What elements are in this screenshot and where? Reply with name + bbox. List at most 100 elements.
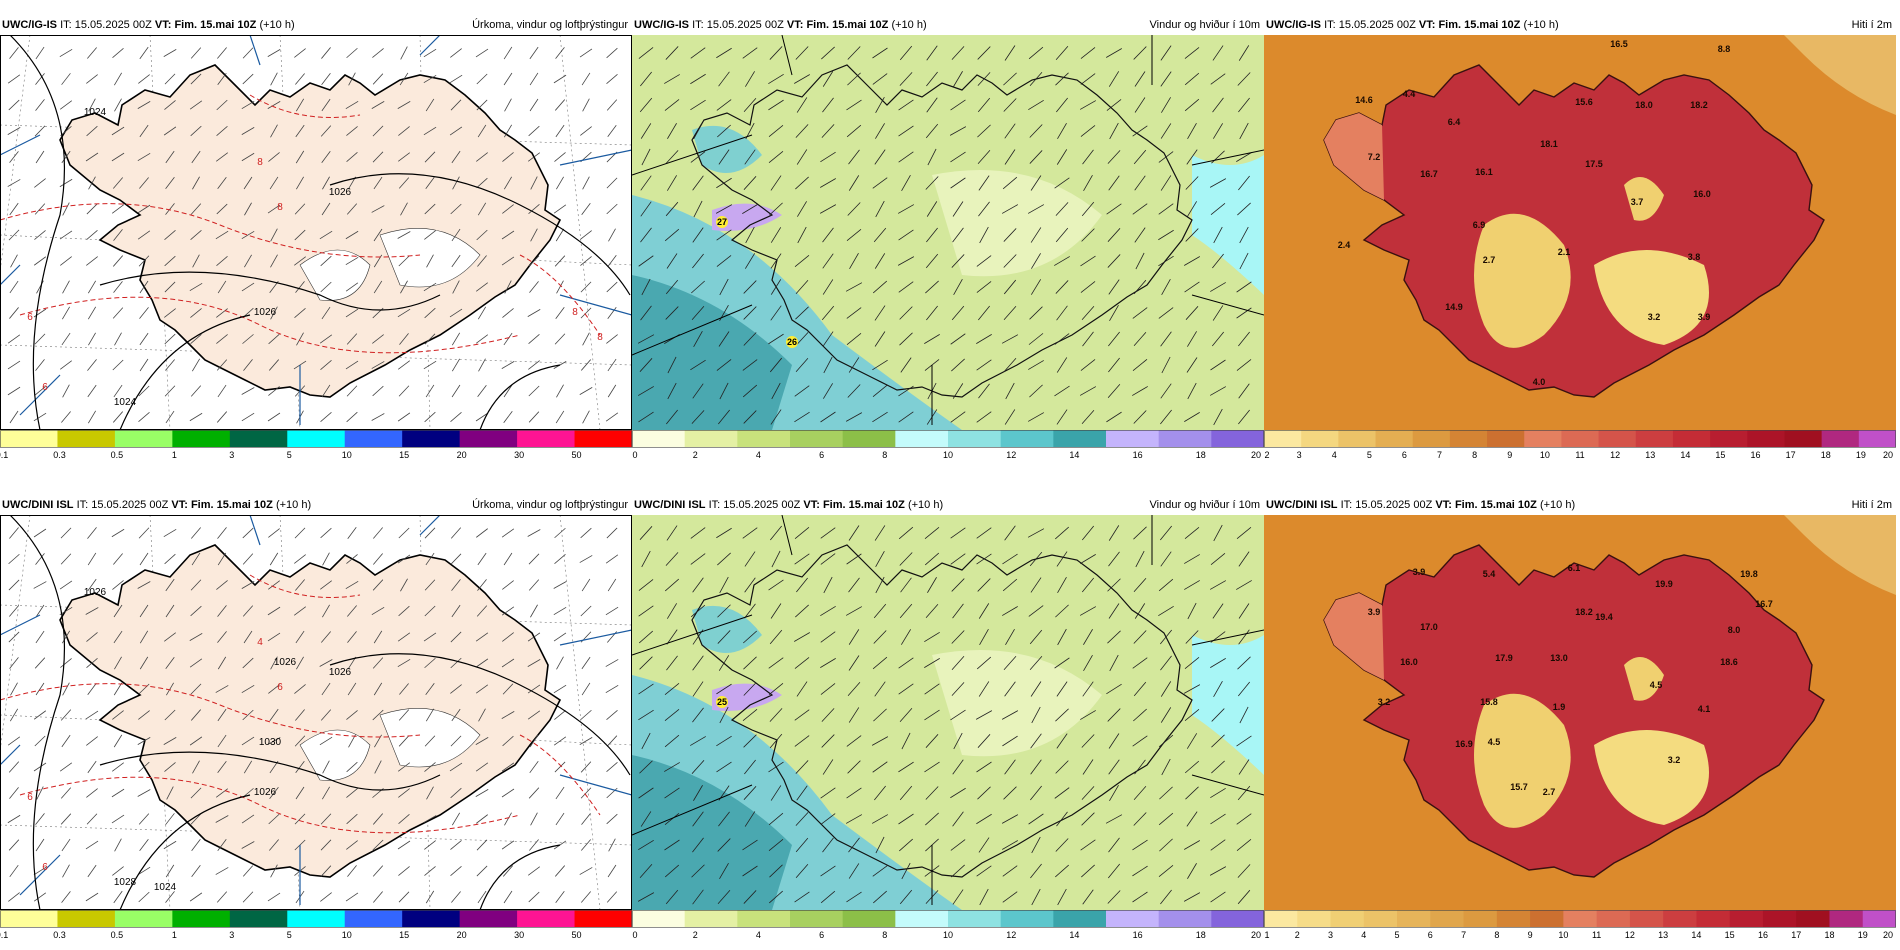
legend-tick: 16	[1751, 450, 1761, 460]
legend-tick: 6	[1402, 450, 1407, 460]
legend-tick: 0.1	[0, 930, 8, 940]
temperature-value: 16.7	[1755, 599, 1773, 609]
legend-tick: 20	[457, 450, 467, 460]
legend-tick: 15	[399, 450, 409, 460]
temperature-value: 18.6	[1720, 657, 1738, 667]
wind-arrows	[7, 46, 619, 424]
color-legend: 0.1 0.3 0.5 1 3 5 10 15 20 30 50	[0, 430, 632, 460]
legend-tick: 2	[693, 930, 698, 940]
temperature-value: 18.2	[1690, 100, 1708, 110]
legend-tick: 15	[1725, 930, 1735, 940]
it-label: IT:	[60, 19, 72, 31]
isobars	[9, 35, 631, 430]
panel-header: UWC/IG-IS IT: 15.05.2025 00Z VT: Fim. 15…	[632, 15, 1264, 35]
precip-contours	[0, 574, 601, 834]
legend-swatch	[684, 910, 738, 927]
wind-arrows	[7, 526, 619, 904]
temperature-value: 15.7	[1510, 782, 1528, 792]
panel-title: Hiti í 2m	[1851, 19, 1892, 31]
precip-contours	[0, 94, 601, 354]
legend-tick: 10	[1540, 450, 1550, 460]
model-name: UWC/IG-IS	[1266, 19, 1321, 31]
legend-frame	[1264, 910, 1896, 928]
color-legend: 2 3 4 5 6 7 8 9 10 11 12 13 14 15 16 17 18 19 20	[1264, 430, 1896, 460]
legend-frame	[0, 430, 632, 448]
legend-swatch	[1430, 910, 1465, 927]
legend-tick: 12	[1006, 450, 1016, 460]
legend-swatch	[459, 430, 518, 447]
legend-swatch	[790, 430, 844, 447]
temperature-value: 15.8	[1480, 697, 1498, 707]
legend-tick: 8	[1472, 450, 1477, 460]
panel-meta: UWC/DINI ISL IT: 15.05.2025 00Z VT: Fim.…	[634, 499, 943, 511]
legend-swatch	[632, 430, 686, 447]
legend-swatch	[1000, 910, 1054, 927]
temperature-value: 16.5	[1610, 39, 1628, 49]
temperature-value: 6.9	[1473, 220, 1486, 230]
panel-title: Vindur og hviður í 10m	[1149, 499, 1260, 511]
legend-swatch	[1821, 430, 1860, 447]
contour-label: 8	[572, 307, 578, 318]
legend-swatch	[842, 910, 896, 927]
legend-swatch	[790, 910, 844, 927]
legend-swatch	[1363, 910, 1398, 927]
legend-swatch	[1710, 430, 1748, 447]
lead-time: (+10 h)	[1523, 19, 1559, 31]
model-name: UWC/IG-IS	[634, 19, 689, 31]
temperature-value: 17.0	[1420, 622, 1438, 632]
legend-tick: 3	[1328, 930, 1333, 940]
temperature-value: 4.5	[1488, 737, 1501, 747]
panel-header: UWC/DINI ISL IT: 15.05.2025 00Z VT: Fim.…	[1264, 495, 1896, 515]
legend-tick: 5	[1367, 450, 1372, 460]
legend-swatch	[895, 430, 949, 447]
temperature-value: 19.8	[1740, 569, 1758, 579]
temperature-value: 14.9	[1445, 302, 1463, 312]
contour-label: 6	[27, 312, 33, 323]
mild-area	[1324, 113, 1384, 200]
legend-swatch	[0, 430, 58, 447]
isobars	[9, 515, 631, 910]
legend-tick: 8	[1494, 930, 1499, 940]
temperature-value: 8.0	[1728, 625, 1741, 635]
legend-tick: 13	[1658, 930, 1668, 940]
legend-tick: 18	[1196, 450, 1206, 460]
legend-swatch	[1563, 910, 1598, 927]
isobar-label: 1026	[84, 587, 107, 598]
temperature-value: 16.9	[1455, 739, 1473, 749]
legend-swatch	[229, 910, 288, 927]
vt-label: VT:	[171, 499, 188, 511]
legend-tick: 5	[287, 450, 292, 460]
calm-area	[932, 650, 1102, 757]
legend-tick: 7	[1461, 930, 1466, 940]
precip-map: 1024 1026 1026 1024 8 8 6 6 8 8	[0, 35, 632, 430]
gust-value: 26	[787, 337, 797, 347]
legend-tick: 0	[632, 930, 637, 940]
color-legend: 0 2 4 6 8 10 12 14 16 18 20	[632, 430, 1264, 460]
legend-swatch	[114, 910, 173, 927]
legend-tick: 14	[1069, 930, 1079, 940]
lead-time: (+10 h)	[1539, 499, 1576, 511]
legend-frame	[0, 910, 632, 928]
legend-tick: 20	[1251, 930, 1261, 940]
legend-swatch	[517, 430, 576, 447]
legend-swatch	[402, 910, 461, 927]
isobar-label: 1028	[114, 877, 137, 888]
legend-swatch	[1375, 430, 1414, 447]
glacier	[379, 228, 481, 288]
valid-time: Fim. 15.mai 10Z	[1438, 19, 1521, 31]
strong-wind-area	[712, 203, 782, 231]
vt-label: VT:	[154, 19, 172, 31]
legend-swatch	[1747, 430, 1785, 447]
legend-swatch	[1796, 910, 1830, 927]
legend-tick: 5	[1395, 930, 1400, 940]
panel-title: Hiti í 2m	[1851, 499, 1892, 511]
legend-swatch	[172, 430, 231, 447]
glacier	[299, 249, 371, 301]
contour-label: 6	[42, 862, 48, 873]
legend-swatch	[287, 430, 346, 447]
temperature-value: 19.4	[1595, 612, 1613, 622]
legend-swatch	[459, 910, 518, 927]
legend-tick: 2	[1295, 930, 1300, 940]
init-time: 15.05.2025 00Z	[1338, 19, 1416, 31]
temperature-value: 4.4	[1403, 89, 1416, 99]
